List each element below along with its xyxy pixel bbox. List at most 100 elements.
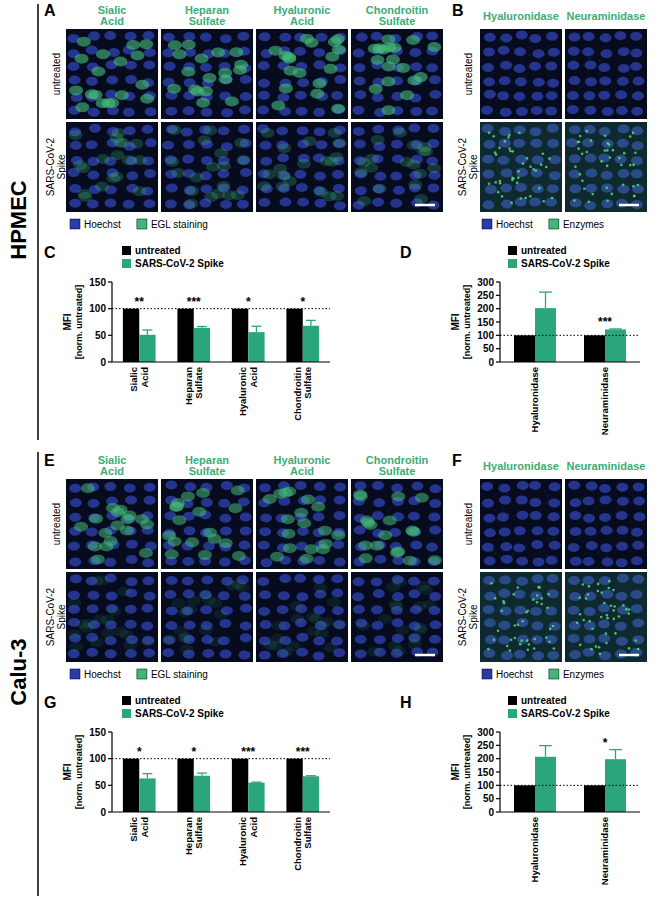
nucleus (429, 75, 441, 84)
stain (579, 532, 582, 535)
panel-letter: D (400, 244, 412, 261)
micrograph-background (161, 29, 253, 119)
nucleus (616, 542, 628, 551)
nucleus (297, 126, 309, 135)
nucleus (141, 621, 153, 630)
significance: * (246, 295, 251, 309)
stain (588, 89, 591, 92)
nucleus (499, 527, 511, 536)
text-line: Hoechst (496, 669, 533, 680)
error-stem (545, 292, 546, 308)
stain (110, 520, 124, 530)
row-label: SARS-CoV-2Spike (457, 137, 479, 196)
stain (129, 139, 143, 149)
bar (177, 309, 193, 362)
nucleus (632, 541, 644, 550)
nucleus (548, 512, 560, 521)
text-line: SARS-CoV-2 Spike (135, 708, 224, 719)
text-line: 0 (488, 357, 494, 368)
text-line: Hyaluronic (237, 817, 248, 866)
stain (507, 493, 510, 496)
stain (333, 619, 347, 629)
micrograph (161, 29, 253, 119)
stain (510, 546, 513, 549)
stain (111, 150, 125, 160)
stain-haze (565, 122, 647, 212)
nucleus (393, 186, 405, 195)
legend-swatch (508, 246, 517, 255)
nucleus (547, 79, 559, 88)
y-tick (496, 745, 500, 746)
text-line: Hoechst (84, 219, 121, 230)
stain (630, 521, 633, 524)
stain (621, 488, 624, 491)
text-line: untreated (521, 245, 567, 256)
bar (232, 759, 248, 812)
stain (234, 138, 248, 148)
stain (386, 55, 400, 65)
significance: ** (135, 295, 145, 309)
nucleus (531, 540, 543, 549)
nucleus (125, 620, 137, 629)
stain (579, 85, 582, 88)
stain (529, 493, 532, 496)
micrograph-background (256, 122, 348, 212)
text-line: HPMEC (6, 180, 31, 260)
legend-label: untreated (135, 695, 181, 706)
nucleus (483, 77, 495, 86)
text-line: 200 (477, 303, 494, 314)
legend-swatch (122, 709, 131, 718)
stain (605, 549, 608, 552)
stain (596, 525, 599, 528)
stain (627, 100, 630, 103)
stain (90, 637, 104, 647)
stain (81, 483, 95, 493)
bar (248, 783, 264, 812)
nucleus (410, 540, 422, 549)
nucleus (105, 649, 117, 658)
panel-letter: F (452, 452, 462, 469)
text-line: [norm. untreated] (462, 735, 472, 810)
x-axis (112, 811, 330, 812)
nucleus (86, 648, 98, 657)
stain (637, 83, 640, 86)
nucleus (237, 32, 249, 41)
nucleus (391, 140, 403, 149)
stain (494, 509, 497, 512)
panel-letter: E (44, 452, 55, 469)
nucleus (259, 651, 271, 660)
nucleus (618, 47, 630, 56)
nucleus (143, 199, 155, 208)
nucleus (260, 141, 272, 150)
stain (408, 180, 422, 190)
stain (211, 47, 225, 57)
nucleus (410, 107, 422, 116)
nucleus (166, 184, 178, 193)
stain (603, 37, 606, 40)
y-axis-sublabel: [norm. untreated] (462, 285, 472, 360)
stain (196, 488, 210, 498)
nucleus (86, 77, 98, 86)
error-bar (609, 750, 622, 760)
legend-swatch (508, 696, 517, 705)
stain (77, 37, 91, 47)
stain (89, 514, 103, 524)
stain (371, 55, 385, 65)
legend-label: Hoechst (496, 669, 533, 680)
nucleus (238, 541, 250, 550)
y-tick-label: 0 (488, 807, 494, 818)
text-line: Sulfate (379, 15, 416, 27)
stain (632, 533, 635, 536)
micrograph (161, 122, 253, 212)
text-line: *** (187, 295, 201, 309)
error-cap (143, 773, 153, 774)
stain (525, 545, 528, 548)
stain (162, 531, 176, 541)
nucleus (631, 107, 643, 116)
nucleus (334, 557, 346, 566)
text-line: Spike (468, 604, 479, 629)
nucleus (297, 527, 309, 536)
row-label: untreated (463, 503, 474, 545)
stain (208, 637, 222, 647)
nucleus (202, 649, 214, 658)
